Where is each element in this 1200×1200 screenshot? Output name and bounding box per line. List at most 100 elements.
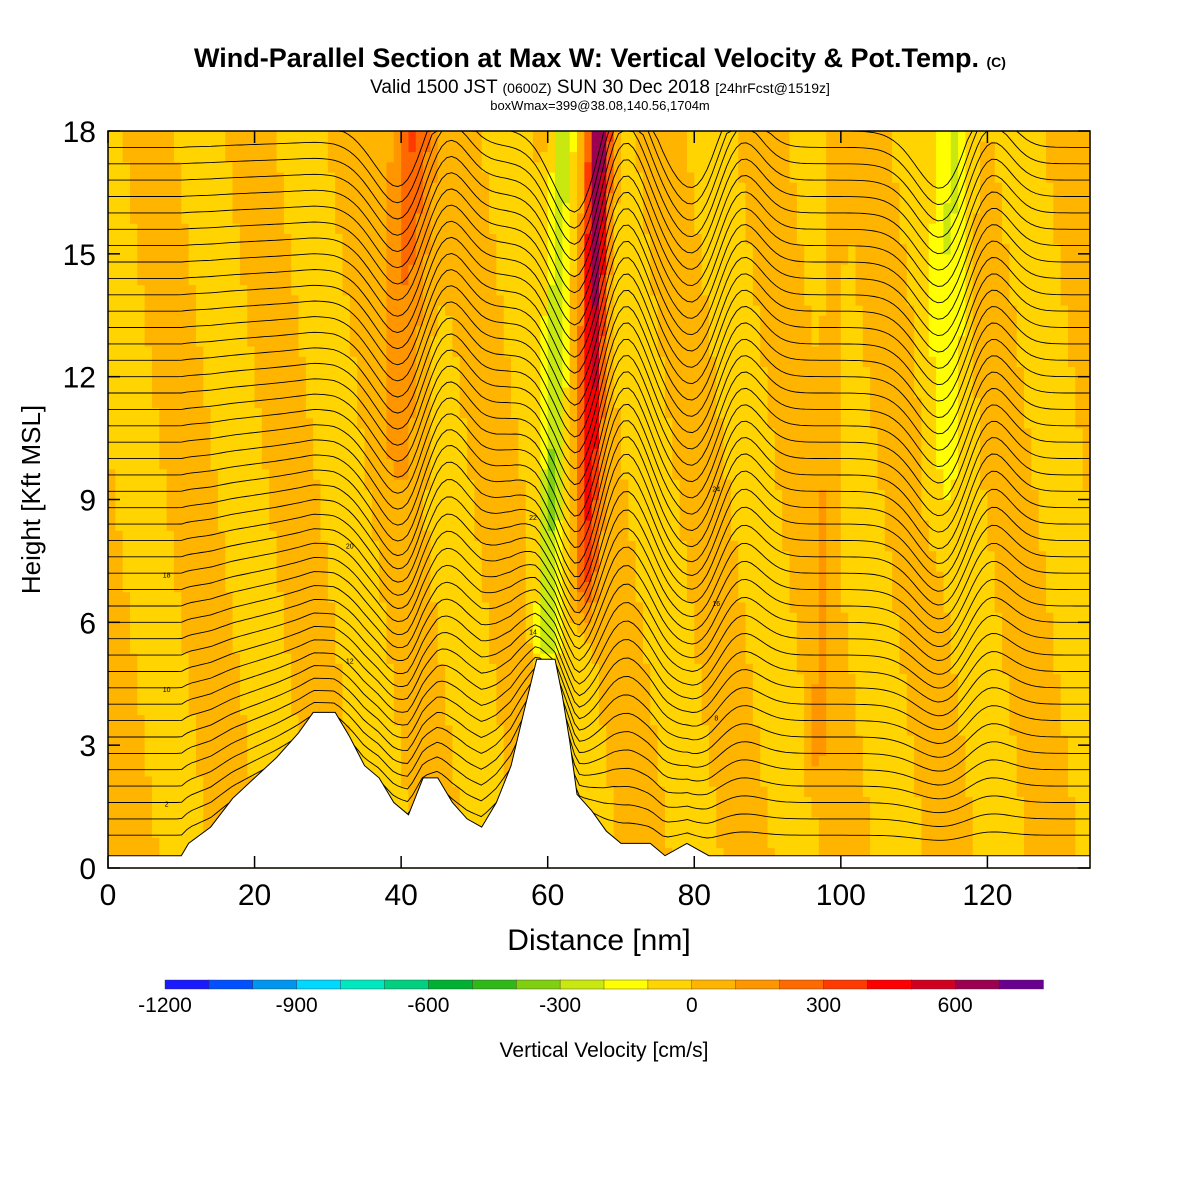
velocity-cell [393,161,402,173]
velocity-cell [591,622,600,634]
velocity-cell [129,315,138,327]
velocity-cell [254,182,263,194]
velocity-cell [335,489,344,501]
velocity-cell [247,622,256,634]
velocity-cell [357,192,366,204]
velocity-cell [364,386,373,398]
velocity-cell [151,386,160,398]
velocity-cell [181,786,190,797]
velocity-cell [225,315,234,327]
velocity-cell [195,315,204,327]
velocity-cell [276,622,285,634]
velocity-cell [467,755,476,767]
velocity-cell [525,182,534,194]
velocity-cell [144,171,153,183]
velocity-cell [108,765,116,777]
velocity-cell [313,581,322,593]
velocity-cell [349,632,358,644]
velocity-cell [320,376,329,388]
velocity-cell [393,632,402,644]
velocity-cell [173,438,182,449]
velocity-cell [247,366,256,378]
velocity-cell [511,509,519,521]
velocity-cell [401,796,410,808]
velocity-cell [327,499,336,511]
velocity-cell [503,519,512,531]
velocity-cell [562,335,571,347]
velocity-cell [613,786,622,797]
velocity-cell [437,704,446,716]
velocity-cell [129,448,138,460]
velocity-cell [217,673,226,685]
velocity-cell [144,253,153,265]
velocity-cell [364,509,373,521]
velocity-cell [467,417,476,429]
velocity-cell [122,581,131,593]
velocity-cell [305,233,314,245]
velocity-cell [335,243,344,255]
velocity-cell [137,601,146,613]
velocity-cell [283,663,292,675]
velocity-cell [408,356,417,368]
velocity-cell [261,479,270,490]
velocity-cell [459,345,468,357]
velocity-cell [151,724,160,736]
velocity-cell [151,284,160,296]
velocity-cell [188,704,197,716]
velocity-cell [261,622,270,634]
velocity-cell [474,479,483,490]
velocity-cell [540,243,549,255]
velocity-cell [445,386,454,398]
velocity-cell [423,305,432,316]
velocity-cell [401,305,410,316]
velocity-cell [371,345,380,357]
velocity-cell [166,837,175,849]
velocity-cell [606,683,615,695]
velocity-cell [195,775,204,787]
velocity-cell [555,509,563,521]
velocity-cell [188,632,197,644]
velocity-cell [115,335,124,347]
velocity-cell [115,827,124,838]
velocity-cell [151,151,160,163]
velocity-cell [159,540,168,552]
velocity-cell [137,171,146,183]
velocity-cell [342,243,351,255]
velocity-cell [254,724,263,736]
velocity-cell [408,734,417,746]
velocity-cell [115,612,124,623]
velocity-cell [298,161,307,173]
velocity-cell [430,714,439,726]
velocity-cell [386,212,395,224]
velocity-cell [232,653,241,664]
velocity-cell [166,161,175,173]
velocity-cell [335,458,344,470]
velocity-cell [401,438,410,449]
velocity-cell [173,294,182,306]
velocity-cell [305,305,314,316]
velocity-cell [393,131,402,142]
velocity-cell [452,479,461,490]
velocity-cell [188,253,197,265]
velocity-cell [518,642,527,654]
velocity-cell [225,530,234,542]
velocity-cell [401,591,410,603]
velocity-cell [151,305,160,316]
velocity-cell [393,366,402,378]
velocity-cell [320,550,329,562]
velocity-cell [181,775,190,787]
velocity-cell [430,131,439,142]
velocity-cell [247,212,256,224]
velocity-cell [217,315,226,327]
velocity-cell [613,653,622,664]
velocity-cell [459,161,468,173]
velocity-cell [562,253,571,265]
velocity-cell [305,632,314,644]
velocity-cell [467,202,476,214]
velocity-cell [254,653,263,664]
velocity-cell [393,151,402,163]
velocity-cell [386,458,395,470]
velocity-cell [122,131,131,142]
velocity-cell [203,479,212,490]
velocity-cell [423,386,432,398]
